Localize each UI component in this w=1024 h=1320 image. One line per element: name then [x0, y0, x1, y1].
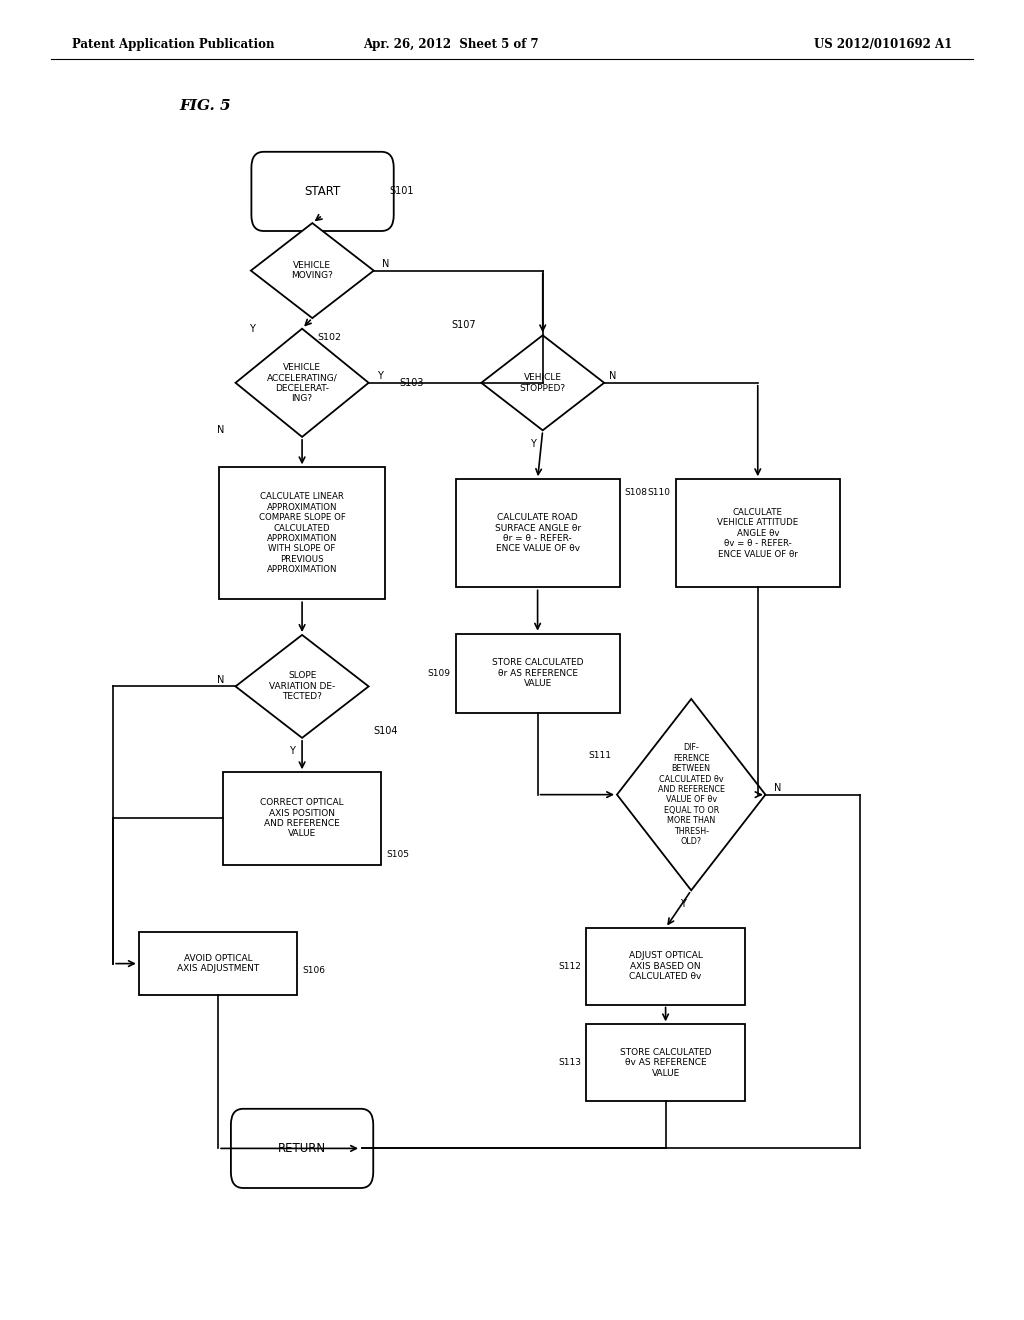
Text: CORRECT OPTICAL
AXIS POSITION
AND REFERENCE
VALUE: CORRECT OPTICAL AXIS POSITION AND REFERE…	[260, 799, 344, 838]
Text: S104: S104	[374, 726, 398, 737]
Text: STORE CALCULATED
θv AS REFERENCE
VALUE: STORE CALCULATED θv AS REFERENCE VALUE	[620, 1048, 712, 1077]
Text: SLOPE
VARIATION DE-
TECTED?: SLOPE VARIATION DE- TECTED?	[269, 672, 335, 701]
Text: Y: Y	[289, 746, 295, 756]
Text: S102: S102	[317, 334, 341, 342]
Text: Y: Y	[377, 371, 383, 381]
Text: S106: S106	[303, 966, 326, 974]
Text: N: N	[217, 425, 224, 436]
Text: N: N	[217, 675, 224, 685]
Bar	[139, 932, 297, 995]
Text: S113: S113	[558, 1059, 582, 1067]
Text: CALCULATE LINEAR
APPROXIMATION
COMPARE SLOPE OF
CALCULATED
APPROXIMATION
WITH SL: CALCULATE LINEAR APPROXIMATION COMPARE S…	[259, 492, 345, 574]
Text: Y: Y	[680, 899, 686, 908]
Text: START: START	[304, 185, 341, 198]
Bar	[219, 467, 385, 599]
Polygon shape	[481, 335, 604, 430]
Text: N: N	[382, 259, 389, 269]
Polygon shape	[236, 329, 369, 437]
Text: FIG. 5: FIG. 5	[179, 99, 230, 112]
Bar	[586, 928, 745, 1005]
Text: DIF-
FERENCE
BETWEEN
CALCULATED θv
AND REFERENCE
VALUE OF θv
EQUAL TO OR
MORE TH: DIF- FERENCE BETWEEN CALCULATED θv AND R…	[657, 743, 725, 846]
Text: S108: S108	[625, 488, 647, 496]
Bar	[586, 1024, 745, 1101]
Bar	[456, 634, 620, 713]
Text: N: N	[774, 783, 781, 793]
Text: VEHICLE
ACCELERATING/
DECELERAT-
ING?: VEHICLE ACCELERATING/ DECELERAT- ING?	[266, 363, 338, 403]
Bar	[222, 772, 381, 865]
Text: CALCULATE ROAD
SURFACE ANGLE θr
θr = θ - REFER-
ENCE VALUE OF θv: CALCULATE ROAD SURFACE ANGLE θr θr = θ -…	[495, 513, 581, 553]
Text: N: N	[609, 371, 616, 381]
Text: Apr. 26, 2012  Sheet 5 of 7: Apr. 26, 2012 Sheet 5 of 7	[362, 38, 539, 51]
Text: S103: S103	[399, 378, 424, 388]
Text: STORE CALCULATED
θr AS REFERENCE
VALUE: STORE CALCULATED θr AS REFERENCE VALUE	[492, 659, 584, 688]
Text: Patent Application Publication: Patent Application Publication	[72, 38, 274, 51]
FancyBboxPatch shape	[230, 1109, 373, 1188]
Bar	[456, 479, 620, 587]
Text: ADJUST OPTICAL
AXIS BASED ON
CALCULATED θv: ADJUST OPTICAL AXIS BASED ON CALCULATED …	[629, 952, 702, 981]
Text: Y: Y	[249, 323, 255, 334]
Text: S105: S105	[387, 850, 410, 858]
Text: S101: S101	[389, 186, 414, 197]
Text: VEHICLE
MOVING?: VEHICLE MOVING?	[292, 261, 333, 280]
Polygon shape	[251, 223, 374, 318]
Bar	[676, 479, 840, 587]
Text: S111: S111	[589, 751, 612, 759]
Polygon shape	[616, 700, 766, 890]
Text: VEHICLE
STOPPED?: VEHICLE STOPPED?	[519, 374, 566, 392]
Polygon shape	[236, 635, 369, 738]
FancyBboxPatch shape	[252, 152, 393, 231]
Text: RETURN: RETURN	[279, 1142, 326, 1155]
Text: S112: S112	[558, 962, 582, 970]
Text: S110: S110	[648, 488, 671, 496]
Text: CALCULATE
VEHICLE ATTITUDE
ANGLE θv
θv = θ - REFER-
ENCE VALUE OF θr: CALCULATE VEHICLE ATTITUDE ANGLE θv θv =…	[717, 508, 799, 558]
Text: S107: S107	[452, 319, 476, 330]
Text: S109: S109	[428, 669, 451, 677]
Text: US 2012/0101692 A1: US 2012/0101692 A1	[814, 38, 952, 51]
Text: Y: Y	[529, 438, 536, 449]
Text: AVOID OPTICAL
AXIS ADJUSTMENT: AVOID OPTICAL AXIS ADJUSTMENT	[177, 954, 259, 973]
